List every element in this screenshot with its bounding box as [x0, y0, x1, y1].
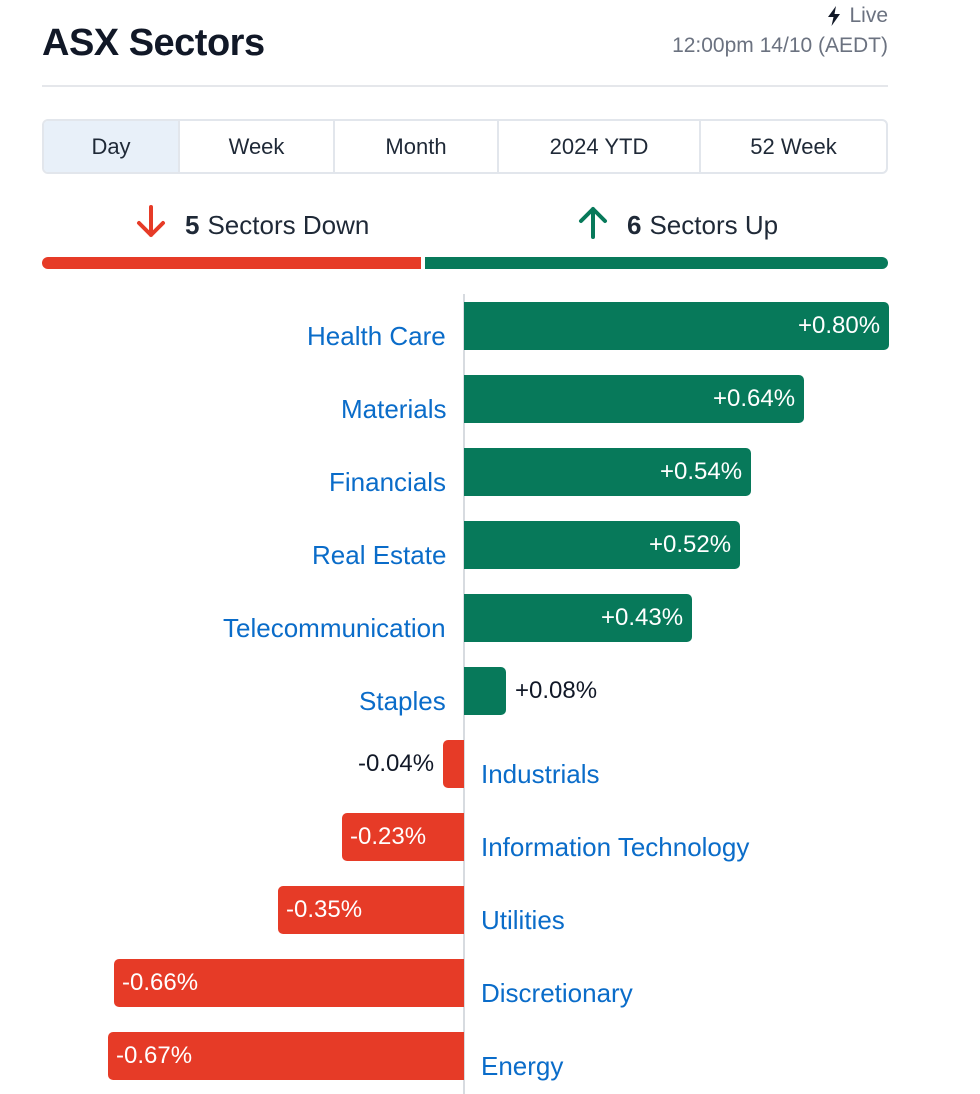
category-label-materials[interactable]: Materials — [341, 394, 447, 424]
page-title: ASX Sectors — [42, 22, 265, 64]
category-label-discretionary[interactable]: Discretionary — [481, 978, 633, 1008]
category-label-staples[interactable]: Staples — [359, 686, 446, 716]
category-label-telecommunication[interactable]: Telecommunication — [223, 613, 446, 643]
bar-health-care — [464, 302, 889, 350]
period-tabs: Day Week Month 2024 YTD 52 Week — [42, 119, 888, 174]
category-label-health-care[interactable]: Health Care — [307, 321, 446, 351]
category-label-real-estate[interactable]: Real Estate — [312, 540, 447, 570]
tab-2024-ytd[interactable]: 2024 YTD — [499, 121, 701, 172]
tab-52-week[interactable]: 52 Week — [750, 133, 837, 159]
header-divider — [42, 85, 888, 87]
value-label-staples: +0.08% — [515, 677, 598, 704]
value-label-health-care: +0.80% — [798, 312, 881, 339]
value-label-information-technology: -0.23% — [350, 823, 427, 850]
bar-energy — [108, 1032, 464, 1080]
category-label-information-technology[interactable]: Information Technology — [481, 832, 750, 862]
sectors-up-count: 6 — [627, 209, 642, 240]
value-label-energy: -0.67% — [116, 1042, 193, 1069]
value-label-industrials: -0.04% — [358, 750, 435, 777]
value-label-financials: +0.54% — [660, 458, 743, 485]
bar-industrials — [443, 740, 464, 788]
value-label-materials: +0.64% — [713, 385, 796, 412]
tab-month[interactable]: Month — [335, 121, 499, 172]
bar-telecommunication — [464, 594, 692, 642]
bar-staples — [464, 667, 506, 715]
tab-week[interactable]: Week — [180, 121, 335, 172]
bar-discretionary — [114, 959, 464, 1007]
live-indicator: Live — [825, 4, 888, 28]
sectors-down-summary: 5 Sectors Down — [135, 204, 370, 247]
sectors-up-label: Sectors Up — [649, 209, 779, 240]
category-label-energy[interactable]: Energy — [481, 1051, 564, 1081]
value-label-telecommunication: +0.43% — [601, 604, 684, 631]
sectors-up-bar — [425, 257, 888, 269]
sectors-down-bar — [42, 257, 421, 269]
bar-information-technology — [342, 813, 464, 861]
bar-utilities — [278, 886, 464, 934]
value-label-utilities: -0.35% — [286, 896, 363, 923]
bar-materials — [464, 375, 804, 423]
bar-real-estate — [464, 521, 740, 569]
lightning-icon — [825, 5, 843, 27]
arrow-down-icon — [135, 204, 185, 247]
category-label-financials[interactable]: Financials — [329, 467, 447, 497]
timestamp: 12:00pm 14/10 (AEDT) — [672, 34, 888, 57]
value-label-discretionary: -0.66% — [122, 969, 199, 996]
value-label-real-estate: +0.52% — [649, 531, 732, 558]
category-label-industrials[interactable]: Industrials — [481, 759, 600, 789]
tab-day[interactable]: Day — [44, 121, 180, 172]
live-label: Live — [849, 4, 888, 27]
category-label-utilities[interactable]: Utilities — [481, 905, 565, 935]
arrow-up-icon — [577, 204, 627, 247]
sectors-down-count: 5 — [185, 209, 200, 240]
sectors-down-label: Sectors Down — [207, 209, 370, 240]
bar-financials — [464, 448, 751, 496]
sectors-up-summary: 6 Sectors Up — [577, 205, 778, 245]
